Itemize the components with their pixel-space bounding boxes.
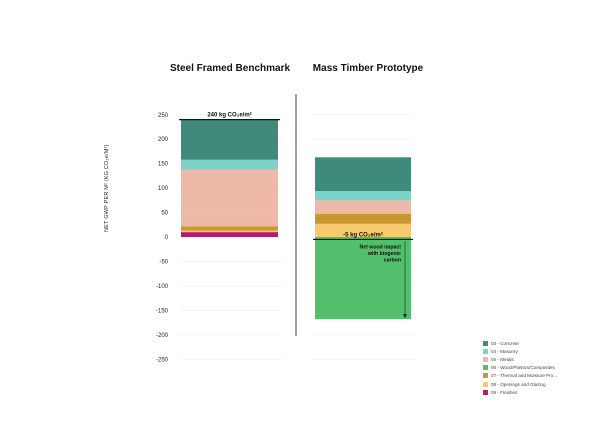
legend-label: 08 - Openings and Glazing xyxy=(491,381,546,387)
y-tick-label: 250 xyxy=(158,113,169,119)
legend-swatch xyxy=(483,356,488,362)
bar-segment xyxy=(181,230,278,233)
legend-item: 03 - Concrete xyxy=(483,339,557,347)
annotation-arrowhead xyxy=(403,314,407,319)
legend-item: 05 - Metals xyxy=(483,355,557,363)
bar-segment xyxy=(181,169,278,212)
legend-item: 08 - Openings and Glazing xyxy=(483,380,557,388)
y-tick-label: -200 xyxy=(156,333,169,339)
bar-segment xyxy=(315,214,411,224)
legend-label: 06 - Wood/Plastics/Composites xyxy=(491,365,555,371)
legend-item: 06 - Wood/Plastics/Composites xyxy=(483,364,557,372)
bar-segment xyxy=(315,200,411,215)
legend-swatch xyxy=(483,381,488,387)
y-tick-label: 50 xyxy=(161,211,168,217)
y-tick-label: -100 xyxy=(156,284,169,290)
bar-segment xyxy=(181,159,278,170)
annotation-text: Net wood impact with biogenic carbon xyxy=(359,244,401,263)
y-tick-label: 200 xyxy=(158,137,169,143)
steel-panel-title: Steel Framed Benchmark xyxy=(169,63,291,74)
legend-label: 03 - Concrete xyxy=(491,340,519,346)
bar-segment xyxy=(181,211,278,227)
legend-swatch xyxy=(483,373,488,379)
y-tick-label: 100 xyxy=(158,186,169,192)
legend-swatch xyxy=(483,365,488,371)
legend-item: 09 - Finishes xyxy=(483,388,557,396)
legend-label: 07 - Thermal and Moisture Pro... xyxy=(491,373,558,379)
total-label: -5 kg CO₂e/m² xyxy=(343,231,383,238)
bar-segment xyxy=(181,232,278,237)
timber-panel-title: Mass Timber Prototype xyxy=(312,63,424,74)
legend-swatch xyxy=(483,389,488,395)
total-label: 240 kg CO₂e/m² xyxy=(207,112,251,119)
legend-swatch xyxy=(483,340,488,346)
bar-segment xyxy=(315,191,411,201)
y-tick-label: -250 xyxy=(156,357,169,363)
y-tick-label: -150 xyxy=(156,308,169,314)
y-tick-label: 0 xyxy=(165,235,169,241)
bar-segment xyxy=(315,157,411,192)
y-tick-label: -50 xyxy=(159,259,168,265)
legend-label: 05 - Metals xyxy=(491,356,514,362)
legend-item: 04 - Masonry xyxy=(483,347,557,355)
legend-swatch xyxy=(483,348,488,354)
legend-label: 09 - Finishes xyxy=(491,389,518,395)
legend-item: 07 - Thermal and Moisture Pro... xyxy=(483,372,557,380)
legend-label: 04 - Masonry xyxy=(491,348,518,354)
bar-segment xyxy=(315,237,411,320)
legend: 03 - Concrete 04 - Masonry 05 - Metals 06 -… xyxy=(483,339,557,396)
bar-segment xyxy=(181,119,278,160)
y-tick-label: 150 xyxy=(158,162,169,168)
bar-segment xyxy=(181,226,278,231)
bar-segment xyxy=(315,223,411,237)
